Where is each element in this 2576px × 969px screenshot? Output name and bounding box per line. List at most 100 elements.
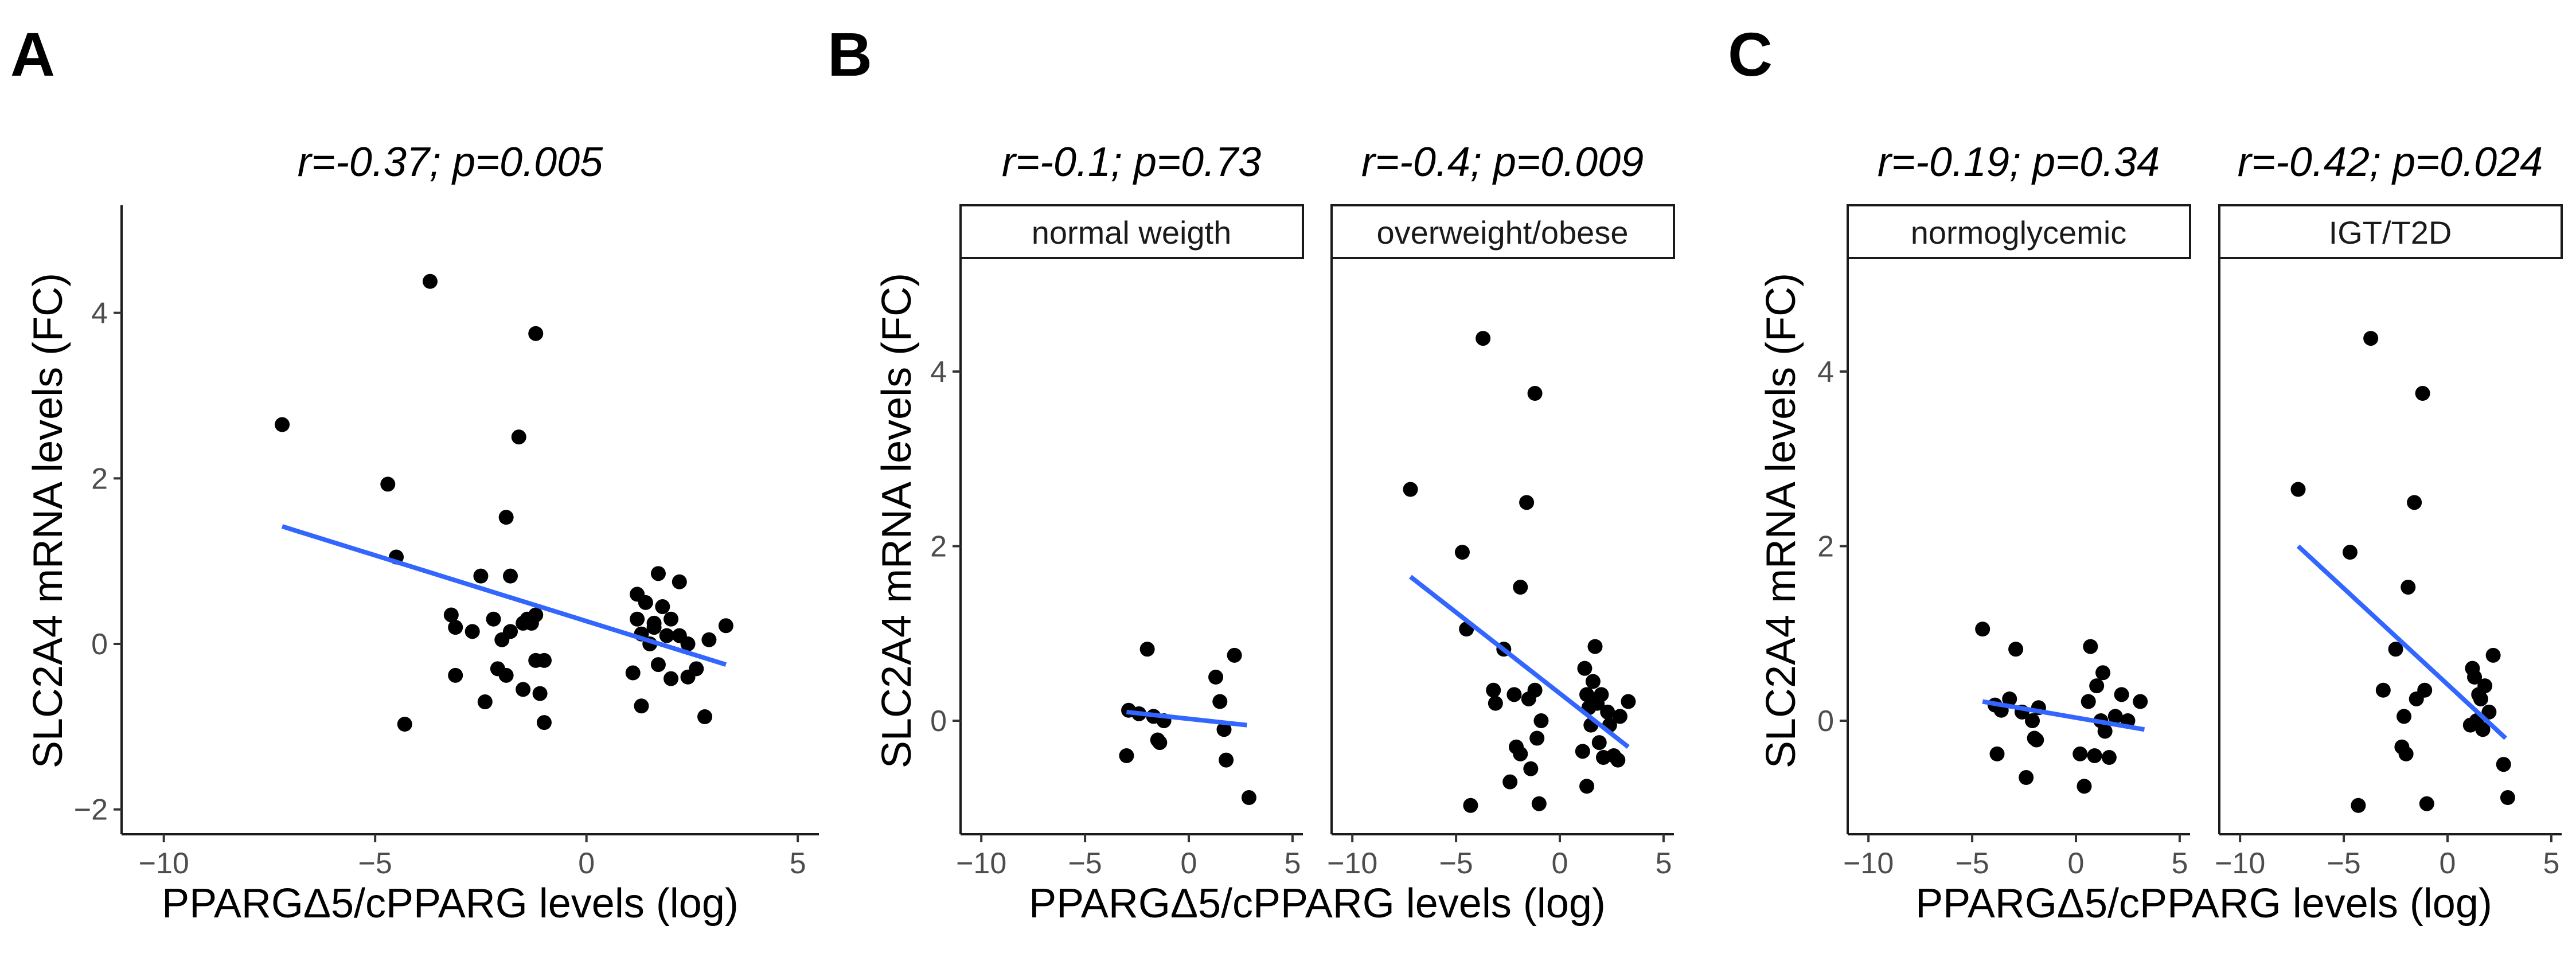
panel-c-left-point-12 [2072, 746, 2088, 761]
panel-a-point-40 [655, 599, 670, 615]
panel-letter-b: B [828, 19, 872, 89]
panel-c-left-fit-line [1982, 699, 2145, 732]
panel-b-right-corr-title: r=-0.4; p=0.009 [1361, 139, 1644, 185]
panel-a-x-tick-label-1: −5 [358, 847, 392, 880]
panel-a-point-7 [448, 667, 463, 683]
panel-b-left-point-8 [1208, 669, 1224, 685]
panel-a-point-11 [486, 611, 501, 627]
panel-c-right-point-7 [2397, 709, 2412, 724]
panel-b-right-point-23 [1579, 687, 1595, 702]
panel-a-point-18 [511, 429, 526, 445]
panel-b-right-point-16 [1527, 386, 1543, 401]
panel-c-right-strip [2218, 204, 2563, 259]
panel-a-point-8 [465, 624, 480, 639]
panel-a-point-15 [498, 667, 514, 683]
panel-c-left-point-2 [1989, 746, 2005, 761]
panel-a-point-41 [659, 628, 674, 643]
panel-a-y-tick-label-3: 4 [91, 297, 108, 330]
panel-a-y-tick-label-0: −2 [74, 794, 108, 827]
panel-c-right-x-tick-label-1: −5 [2327, 847, 2360, 880]
panel-a-point-50 [701, 632, 717, 647]
panel-b-right-point-36 [1610, 752, 1626, 768]
panel-b-right-point-28 [1587, 639, 1603, 654]
panel-a-point-26 [532, 686, 548, 701]
panel-a-x-tick-label-0: −10 [139, 847, 189, 880]
panel-b-right-point-20 [1533, 713, 1549, 729]
panel-b-left-point-10 [1216, 722, 1232, 737]
panel-b-left-point-11 [1219, 752, 1234, 768]
panel-b-left-strip-label: normal weigth [1032, 214, 1232, 251]
panel-a-point-10 [477, 694, 493, 710]
panel-c-right-point-12 [2415, 386, 2430, 401]
panel-a-point-27 [536, 715, 552, 730]
panel-c-right-point-22 [2477, 678, 2493, 694]
panel-c-right-point-5 [2388, 642, 2403, 657]
panel-a-point-38 [650, 566, 666, 581]
panel-a-point-6 [448, 620, 463, 635]
panel-b-right-point-6 [1488, 696, 1503, 711]
panel-c-right-x-tick-label-2: 0 [2440, 847, 2456, 880]
panel-b-left-point-13 [1241, 790, 1256, 806]
panel-c-right-point-23 [2481, 704, 2497, 720]
panel-a-fit-line [281, 524, 727, 667]
panel-b-right-point-9 [1506, 687, 1522, 702]
panel-c-left-point-22 [2107, 709, 2123, 724]
panel-c-left-point-5 [2008, 642, 2024, 657]
panel-b-right-point-37 [1612, 709, 1627, 724]
panel-c-right-point-21 [2475, 722, 2491, 737]
panel-b-right-point-5 [1486, 682, 1501, 698]
panel-a-point-51 [718, 618, 733, 634]
panel-a-point-37 [646, 620, 662, 635]
panel-b-right-strip-label: overweight/obese [1377, 214, 1629, 251]
panel-c-right-point-8 [2398, 746, 2414, 761]
panel-c-right-strip-label: IGT/T2D [2329, 214, 2452, 251]
panel-a-point-42 [663, 611, 679, 627]
panel-b-right-point-12 [1513, 746, 1528, 761]
panel-c-right-point-24 [2485, 647, 2501, 663]
panel-a-point-1 [380, 476, 396, 492]
panel-b-right-point-27 [1585, 674, 1601, 689]
panel-c-right-point-9 [2401, 580, 2416, 595]
panel-b-right-x-tick-label-3: 5 [1655, 847, 1672, 880]
panel-a-point-29 [625, 665, 641, 681]
panel-b-left-point-3 [1139, 642, 1155, 657]
panel-b-right-x-tick-label-0: −10 [1327, 847, 1377, 880]
panel-b-right-point-3 [1463, 798, 1478, 813]
panel-c-left-point-10 [2029, 732, 2044, 748]
panel-b-right-point-22 [1577, 661, 1593, 676]
panel-b-left-point-6 [1152, 735, 1168, 751]
panel-a-y-axis-title: SLC2A4 mRNA levels (FC) [25, 273, 71, 768]
panel-a-point-3 [397, 717, 412, 732]
panel-a-point-49 [697, 709, 713, 725]
panel-a-point-44 [672, 574, 687, 589]
panel-c-left-x-tick-label-3: 5 [2171, 847, 2188, 880]
panel-b-right-point-8 [1502, 774, 1518, 790]
panel-a-point-4 [422, 273, 438, 289]
panel-a-point-0 [275, 417, 290, 432]
panel-c-right-point-13 [2417, 682, 2433, 698]
panel-c-right-point-10 [2407, 495, 2422, 510]
panel-c-left-point-4 [2002, 691, 2017, 706]
panel-c-right-point-0 [2290, 482, 2306, 497]
panel-c-left-strip [1847, 204, 2191, 259]
panel-b-right-point-30 [1591, 735, 1607, 751]
panel-b-right-point-38 [1621, 694, 1636, 709]
panel-b-right-point-15 [1523, 761, 1539, 776]
panel-c-left-point-19 [2095, 665, 2111, 681]
panel-c-right-point-25 [2496, 757, 2511, 772]
panel-b-left-fit-line [1126, 709, 1247, 728]
panel-c-left-point-20 [2097, 724, 2113, 739]
plot-layer: −10 −5 0 5 −2 0 2 4 −10 −5 0 5 0 2 4 −10 −5 0 5 −10 −5 0 5 0 2 4 −… [74, 205, 2562, 880]
panel-a-point-14 [498, 510, 514, 525]
panel-a-y-tick-label-2: 2 [91, 462, 108, 495]
panel-c-right-point-14 [2419, 796, 2434, 811]
panel-b-left-point-9 [1212, 694, 1228, 709]
panel-c-left-x-tick-label-0: −10 [1843, 847, 1894, 880]
panel-a-point-33 [634, 698, 649, 714]
panel-a-point-17 [503, 624, 518, 639]
panel-b-left-x-tick-label-1: −5 [1068, 847, 1102, 880]
panel-a-point-43 [663, 671, 679, 686]
panel-c-left-corr-title: r=-0.19; p=0.34 [1878, 139, 2160, 185]
panel-c-left-y-tick-label-1: 2 [1817, 530, 1834, 564]
